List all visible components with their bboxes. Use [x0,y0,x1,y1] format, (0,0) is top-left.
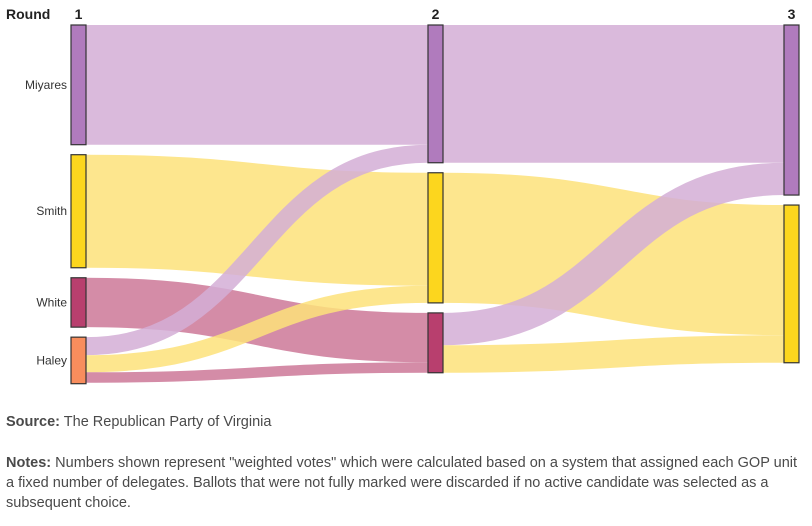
notes-text: Numbers shown represent "weighted votes"… [6,455,798,511]
node-white-round-1 [70,277,87,328]
candidate-label-haley: Haley [36,353,67,367]
flow-S1-to-S2 [85,154,429,286]
flow-H1-to-S2 [85,285,429,373]
node-miyares-round-1 [70,24,87,146]
candidate-nodes [70,24,800,385]
round-axis-title: Round [6,6,50,22]
sankey-chart: Round 1 2 3 Miyares Smith White Haley [6,6,800,385]
node-miyares-round-2 [427,24,444,164]
flow-links [85,24,785,383]
source-label: Source: [6,414,60,430]
round-label-2: 2 [432,6,440,22]
flow-H1-to-W2 [85,362,429,383]
round-label-3: 3 [788,6,796,22]
source-text: The Republican Party of Virginia [60,414,272,430]
candidate-label-smith: Smith [36,204,67,218]
node-miyares-round-3 [783,24,800,196]
notes: Notes: Numbers shown represent "weighted… [6,453,806,513]
round-labels: 1 2 3 [75,6,796,22]
flow-W2-to-M3 [442,162,785,346]
candidate-label-white: White [36,295,67,309]
flow-H1-to-M2 [85,144,429,356]
round-label-1: 1 [75,6,83,22]
node-white-round-2 [427,312,444,374]
node-smith-round-1 [70,154,87,269]
node-smith-round-2 [427,172,444,304]
source-note: Source: The Republican Party of Virginia [6,412,806,432]
candidate-label-miyares: Miyares [25,78,67,92]
flow-W2-to-S3 [442,335,785,373]
node-smith-round-3 [783,204,800,364]
notes-label: Notes: [6,455,52,471]
candidate-labels: Miyares Smith White Haley [25,78,67,368]
node-haley-round-1 [70,336,87,385]
